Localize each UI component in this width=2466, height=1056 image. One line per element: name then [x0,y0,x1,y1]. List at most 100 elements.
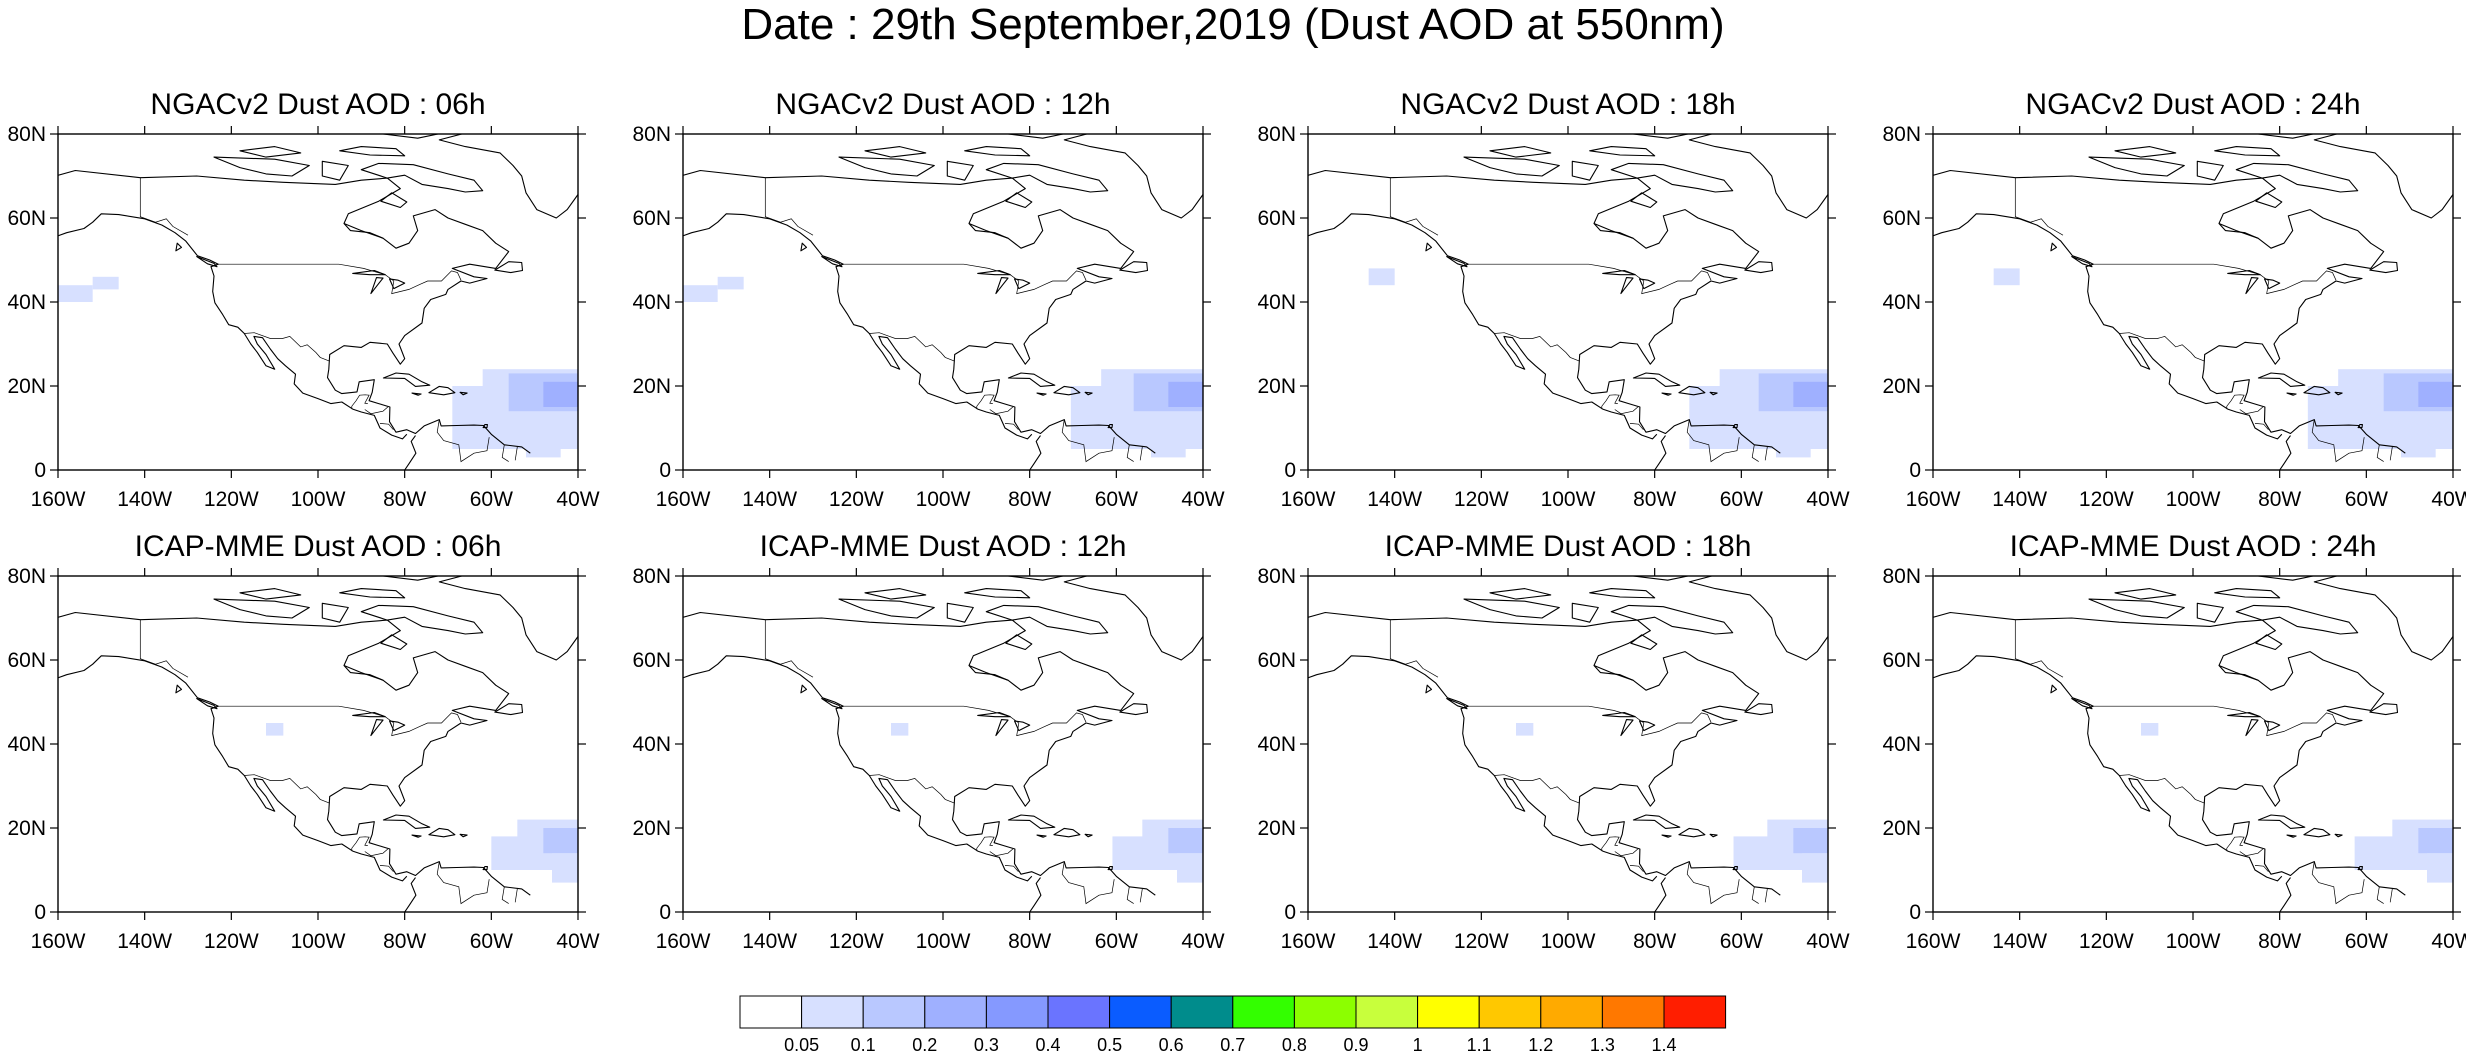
island-outline [2114,588,2177,600]
lon-tick-label: 120W [2079,930,2134,953]
colorbar-label: 0.4 [1035,1035,1060,1055]
colorbar-swatch [1417,995,1480,1029]
coastline [683,611,1156,896]
dust-plume-cell [683,285,718,302]
colorbar-swatch [862,995,926,1029]
panel-title: ICAP-MME Dust AOD : 18h [1384,530,1752,563]
colorbar-label: 0.3 [974,1035,999,1055]
lon-tick-label: 60W [470,930,513,953]
colorbar-label: 1.4 [1651,1035,1676,1055]
island-outline [964,146,1031,157]
country-border [1468,263,1712,295]
island-outline [438,576,578,661]
lake-outline [1620,277,1634,295]
country-border [869,774,955,804]
coastline [1308,169,1781,454]
lat-tick-label: 40N [632,733,671,756]
colorbar-swatch [1663,995,1727,1029]
dust-plume-cell [543,828,578,854]
map-view: 80N 60N 40N 20N 0 160W 140W 120W 100W 80W 60W 40W [1882,565,2466,953]
island-outline [1446,698,1468,710]
lon-tick-label: 140W [1367,930,1422,953]
panel-title: NGACv2 Dust AOD : 12h [775,88,1111,121]
lon-tick-label: 160W [1281,488,1336,511]
island-outline [1571,602,1599,623]
island-outline [2214,588,2281,599]
coastline [2218,223,2259,239]
colorbar-swatch [1170,995,1234,1029]
dust-plume-cell [1368,268,1395,286]
colorbar-swatch [801,995,864,1029]
country-border [379,423,394,430]
island-outline [1007,372,1056,387]
island-outline [1661,834,1672,838]
lon-tick-label: 80W [1008,488,1051,511]
lat-tick-label: 80N [1257,123,1296,146]
island-outline [428,385,456,396]
island-outline [1630,192,1658,209]
country-border [2311,419,2365,463]
lon-tick-label: 120W [829,488,884,511]
island-outline [2255,634,2283,651]
island-outline [2369,261,2399,274]
island-outline [459,391,468,396]
lake-outline [1602,269,1636,276]
island-outline [821,698,843,710]
country-border [1061,419,1115,463]
country-border [989,848,1014,857]
island-outline [1589,588,1656,599]
colorbar-label: 1 [1413,1035,1423,1055]
panel-title: ICAP-MME Dust AOD : 24h [2009,530,2377,563]
island-outline [2050,684,2058,694]
island-outline [1632,372,1681,387]
lat-tick-label: 60N [632,649,671,672]
country-border [976,836,995,852]
country-border [1126,886,1134,904]
lake-outline [1013,720,1031,732]
dust-plume-cell [2418,381,2453,407]
island-outline [2303,827,2331,838]
island-outline [339,588,406,599]
dust-plume-cell [891,723,909,736]
country-border [843,263,1087,295]
island-outline [1678,827,1706,838]
country-border [1389,177,1439,236]
island-outline [196,698,218,710]
island-outline [2255,134,2316,139]
lake-outline [2263,278,2281,290]
island-outline [2369,703,2399,716]
map-panel: NGACv2 Dust AOD : 18h 80N 60N 40N 20N 0 160W 14… [1250,88,1850,558]
country-border [989,406,1014,415]
country-border [2119,774,2205,804]
dust-plume-cell [1776,436,1811,458]
island-outline [1084,833,1093,838]
lake-outline [977,269,1011,276]
island-outline [1005,192,1033,209]
colorbar-label: 0.5 [1097,1035,1122,1055]
island-outline [2286,834,2297,838]
lon-tick-label: 140W [742,930,797,953]
lat-tick-label: 80N [632,565,671,588]
country-border [1494,774,1580,804]
island-outline [1463,156,1560,177]
island-outline [1610,162,1734,193]
map-content [1933,134,2453,470]
country-border [2226,836,2245,852]
dust-plume-cell [717,276,744,290]
map-panel: ICAP-MME Dust AOD : 12h 80N 60N 40N 20N 0 160W… [625,530,1225,1000]
map-view: 80N 60N 40N 20N 0 160W 140W 120W 100W 80W 60W 40W [632,565,1224,953]
coastline [58,611,531,896]
island-outline [1678,385,1706,396]
island-outline [321,602,349,623]
lon-tick-label: 100W [916,488,971,511]
colorbar-label: 0.2 [912,1035,937,1055]
lon-tick-label: 160W [656,930,711,953]
island-outline [2357,866,2363,871]
dust-plume-cell [1993,268,2020,286]
island-outline [321,160,349,181]
dust-plume-cell [1516,723,1534,736]
country-border [1686,419,1740,463]
dust-plume-cell [1802,853,1828,883]
island-outline [2088,598,2185,619]
lat-tick-label: 80N [632,123,671,146]
